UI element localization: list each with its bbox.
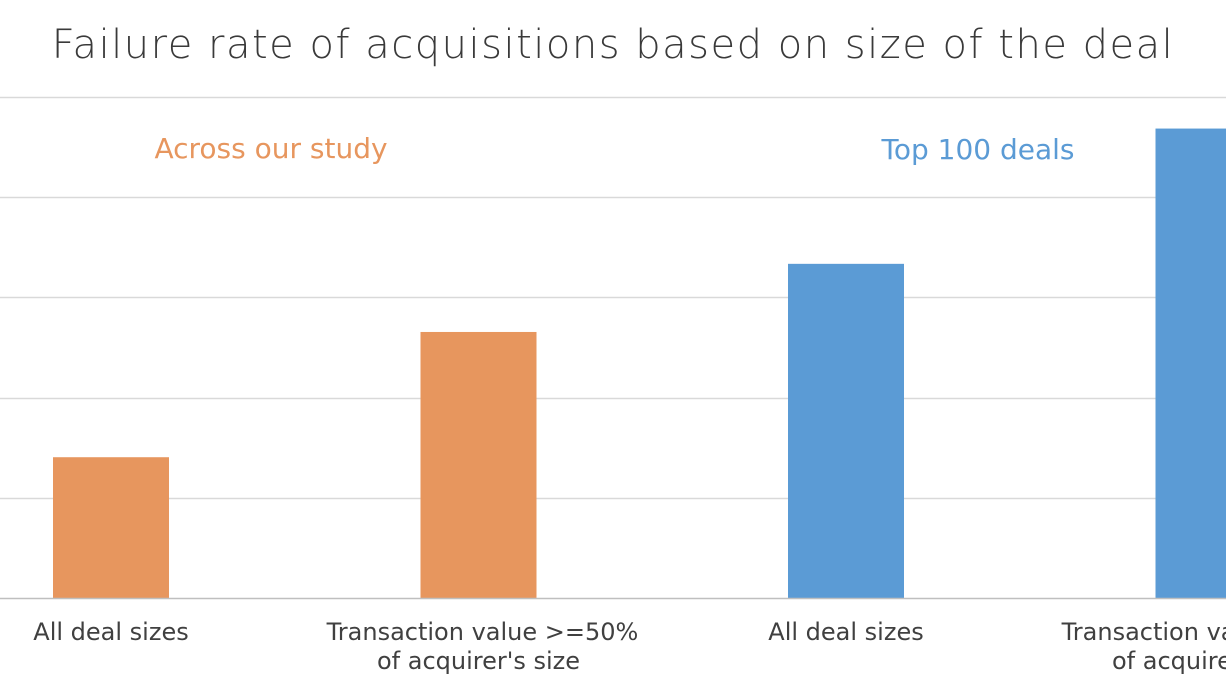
group-labels: Across our study Top 100 deals bbox=[154, 132, 1074, 166]
bar bbox=[788, 263, 904, 599]
tick-labels: All deal sizes Transaction value >=50%of … bbox=[33, 618, 1226, 675]
x-tick-label: Transaction value >=50% bbox=[1061, 618, 1226, 646]
x-tick-label: of acquirer's size bbox=[1112, 647, 1226, 675]
bar bbox=[420, 331, 537, 599]
x-tick-label: All deal sizes bbox=[33, 618, 188, 646]
group-label: Across our study bbox=[154, 132, 387, 165]
x-tick-label: All deal sizes bbox=[768, 618, 923, 646]
chart-title: Failure rate of acquisitions based on si… bbox=[51, 22, 1175, 68]
gridlines bbox=[0, 96, 1226, 500]
x-tick-label: Transaction value >=50% bbox=[326, 618, 639, 646]
bars bbox=[53, 128, 1226, 599]
x-tick-label: of acquirer's size bbox=[377, 647, 580, 675]
bar bbox=[53, 457, 169, 599]
group-label: Top 100 deals bbox=[880, 133, 1074, 166]
bar bbox=[1155, 128, 1226, 599]
